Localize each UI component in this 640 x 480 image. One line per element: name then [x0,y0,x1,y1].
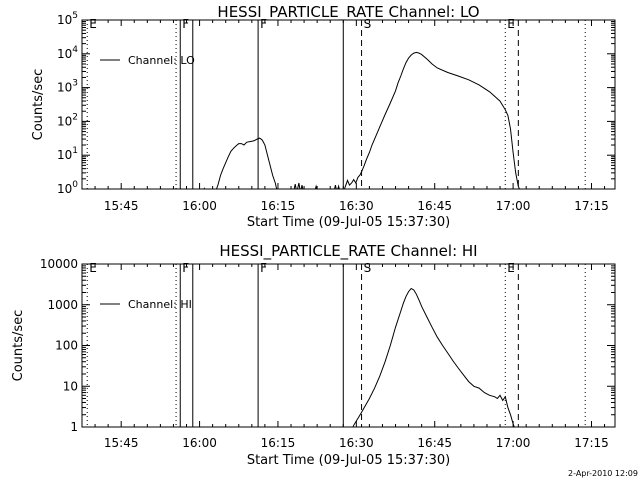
x-tick-label: 16:00 [182,436,217,450]
x-tick-label: 17:15 [574,199,609,213]
x-axis-label: Start Time (09-Jul-05 15:37:30) [247,215,450,230]
series-line [352,287,515,427]
marker-label: S [364,17,372,31]
marker-label: F [182,17,189,31]
marker-label: F [260,261,267,275]
series-group [203,51,521,189]
marker-label: E [89,261,97,275]
y-tick-label: 101 [57,146,78,162]
x-axis-label: Start Time (09-Jul-05 15:37:30) [247,453,450,468]
series-line [314,184,318,189]
y-tick-label: 105 [57,11,78,27]
marker-label: F [260,17,267,31]
series-group [352,287,515,427]
plot-frame [81,19,616,190]
series-line [334,184,340,189]
x-tick-label: 16:30 [339,436,374,450]
marker-label: S [364,261,372,275]
y-tick-exponent: 2 [72,112,78,122]
series-line [215,137,278,189]
marker-label: E [507,261,515,275]
x-tick-label: 16:15 [261,436,296,450]
y-tick-exponent: 3 [72,79,78,89]
marker-label: F [182,261,189,275]
legend-entry: Channel: HI [128,298,192,311]
y-tick-exponent: 0 [72,180,78,190]
x-tick-label: 16:45 [417,199,452,213]
panel-hi: HESSI_PARTICLE_RATE Channel: HI Start Tim… [11,242,616,468]
x-tick-label: 15:45 [104,436,139,450]
plot-frame [81,263,616,428]
x-tick-label: 17:15 [574,436,609,450]
series-line [343,51,521,189]
x-tick-label: 16:30 [339,199,374,213]
y-tick-exponent: 4 [72,45,78,55]
series-line [203,187,206,189]
y-tick-label: 100 [55,339,78,353]
y-tick-label: 10 [63,379,78,393]
x-tick-label: 17:00 [496,436,531,450]
chart-title: HESSI_PARTICLE_RATE Channel: HI [219,242,477,261]
y-tick-label: 10000 [40,257,78,271]
x-tick-label: 15:45 [104,199,139,213]
y-tick-label: 1000 [47,298,78,312]
x-tick-label: 17:00 [496,199,531,213]
y-tick-label: 103 [57,79,78,95]
x-tick-label: 16:00 [182,199,217,213]
y-tick-exponent: 1 [72,146,78,156]
y-axis-label: Counts/sec [31,69,46,141]
y-tick-label: 102 [57,112,78,128]
series-line [293,182,304,189]
legend-entry: Channel: LO [128,54,195,67]
marker-label: E [89,17,97,31]
y-tick-label: 104 [57,45,78,61]
panel-lo: HESSI_PARTICLE_RATE Channel: LO Start Tim… [31,3,616,230]
y-tick-exponent: 5 [72,11,78,21]
x-tick-label: 16:15 [261,199,296,213]
y-tick-label: 1 [70,420,78,434]
y-tick-label: 100 [57,180,78,196]
marker-label: E [507,17,515,31]
footer-timestamp: 2-Apr-2010 12:09 [568,469,638,478]
x-tick-label: 16:45 [417,436,452,450]
y-axis-label: Counts/sec [11,310,26,382]
chart-title: HESSI_PARTICLE_RATE Channel: LO [217,3,479,22]
